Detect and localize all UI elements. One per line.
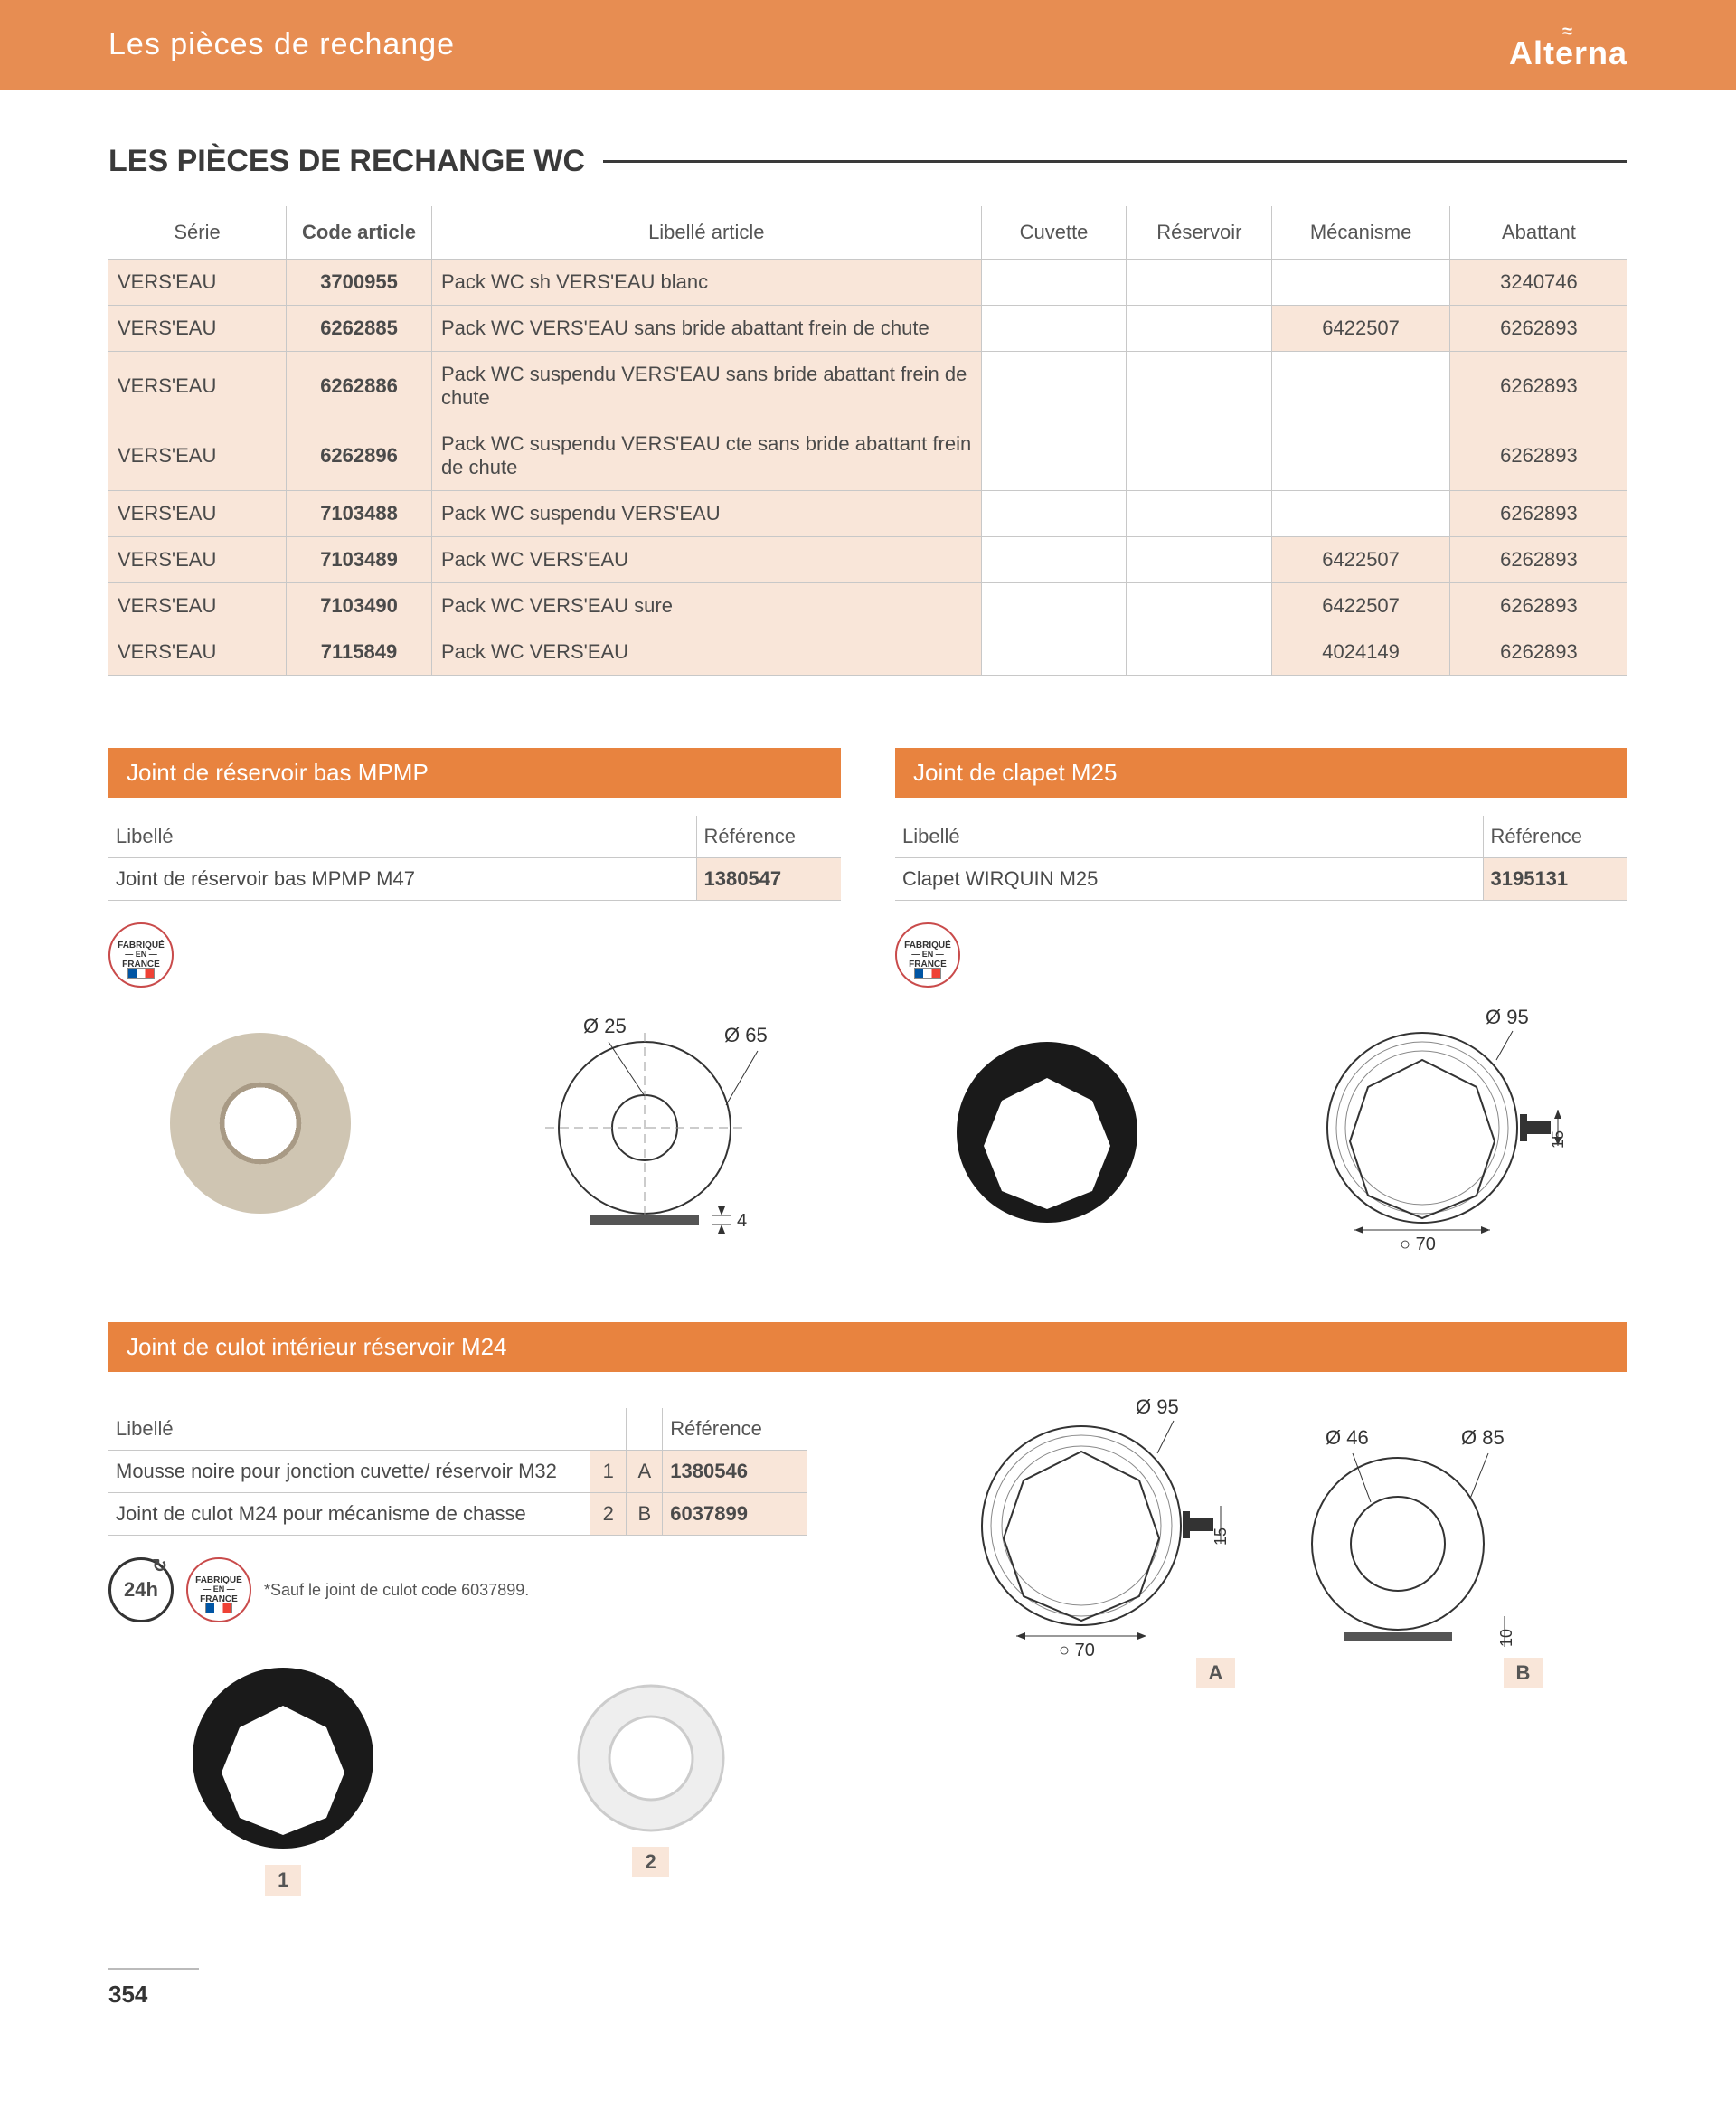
heading-rule <box>603 160 1628 163</box>
b3-col-ref: Référence <box>663 1408 807 1451</box>
table-header-row: Série Code article Libellé article Cuvet… <box>108 206 1628 260</box>
page-number: 354 <box>108 1968 199 2009</box>
table-row: VERS'EAU6262896Pack WC suspendu VERS'EAU… <box>108 421 1628 491</box>
b2-col-libelle: Libellé <box>895 816 1483 858</box>
col-code: Code article <box>287 206 432 260</box>
svg-text:15: 15 <box>1549 1130 1567 1149</box>
col-mecanisme: Mécanisme <box>1272 206 1450 260</box>
table-row: VERS'EAU6262885Pack WC VERS'EAU sans bri… <box>108 306 1628 352</box>
table-row: VERS'EAU7115849Pack WC VERS'EAU402414962… <box>108 629 1628 676</box>
svg-text:Ø 85: Ø 85 <box>1461 1426 1505 1449</box>
block3-table: Libellé Référence Mousse noire pour jonc… <box>108 1408 807 1536</box>
b3-col-libelle: Libellé <box>108 1408 590 1451</box>
table-row: Clapet WIRQUIN M25 3195131 <box>895 858 1628 901</box>
col-libelle: Libellé article <box>431 206 981 260</box>
svg-text:Ø 65: Ø 65 <box>724 1024 768 1046</box>
drawing-tag-A: A <box>1196 1658 1236 1688</box>
section-title: Les pièces de rechange <box>108 27 455 62</box>
svg-text:Ø 25: Ø 25 <box>583 1015 627 1037</box>
table-row: Joint de culot M24 pour mécanisme de cha… <box>108 1493 807 1536</box>
drawing-B: Ø 46 Ø 85 10 B <box>1271 1426 1543 1685</box>
washer-dimension-drawing: Ø 25 Ø 65 4 <box>509 1006 780 1241</box>
col-reservoir: Réservoir <box>1127 206 1272 260</box>
clapet-dimension-drawing: Ø 95 ○ 70 15 <box>1287 1006 1576 1259</box>
clapet-photo <box>948 1033 1146 1232</box>
photo-tag-2: 2 <box>632 1847 668 1877</box>
block-joint-clapet: Joint de clapet M25 Libellé Référence Cl… <box>895 748 1628 1259</box>
table-row: VERS'EAU6262886Pack WC suspendu VERS'EAU… <box>108 352 1628 421</box>
page-heading-text: LES PIÈCES DE RECHANGE WC <box>108 144 585 179</box>
parts-table: Série Code article Libellé article Cuvet… <box>108 206 1628 676</box>
svg-text:Ø 95: Ø 95 <box>1136 1395 1179 1418</box>
brand-name: Alterna <box>1509 42 1628 64</box>
joint-culot-photo <box>570 1677 732 1840</box>
svg-text:Ø 95: Ø 95 <box>1486 1006 1529 1028</box>
table-row: Joint de réservoir bas MPMP M47 1380547 <box>108 858 841 901</box>
block-joint-reservoir: Joint de réservoir bas MPMP Libellé Réfé… <box>108 748 841 1259</box>
table-row: VERS'EAU7103488Pack WC suspendu VERS'EAU… <box>108 491 1628 537</box>
b2-libelle: Clapet WIRQUIN M25 <box>895 858 1483 901</box>
col-abattant: Abattant <box>1449 206 1628 260</box>
b1-ref: 1380547 <box>696 858 841 901</box>
mousse-noire-photo <box>184 1659 382 1858</box>
b1-col-libelle: Libellé <box>108 816 696 858</box>
block1-title: Joint de réservoir bas MPMP <box>108 748 841 798</box>
table-row: VERS'EAU7103489Pack WC VERS'EAU642250762… <box>108 537 1628 583</box>
drawing-tag-B: B <box>1504 1658 1543 1688</box>
photo-tag-1: 1 <box>265 1865 301 1896</box>
made-in-france-badge: FABRIQUÉ — EN — FRANCE <box>108 922 174 988</box>
block3-title: Joint de culot intérieur réservoir M24 <box>108 1322 1628 1372</box>
block3-note: *Sauf le joint de culot code 6037899. <box>264 1581 529 1600</box>
svg-text:10: 10 <box>1497 1629 1515 1647</box>
block2-table: Libellé Référence Clapet WIRQUIN M25 319… <box>895 816 1628 901</box>
brand-logo: ≈ Alterna <box>1509 25 1628 64</box>
col-cuvette: Cuvette <box>981 206 1127 260</box>
b1-libelle: Joint de réservoir bas MPMP M47 <box>108 858 696 901</box>
col-serie: Série <box>108 206 287 260</box>
table-row: Mousse noire pour jonction cuvette/ rése… <box>108 1451 807 1493</box>
24h-badge: 24h ↻ <box>108 1557 174 1622</box>
svg-text:○ 70: ○ 70 <box>1400 1234 1436 1254</box>
refresh-arrow-icon: ↻ <box>152 1555 167 1577</box>
b1-col-ref: Référence <box>696 816 841 858</box>
page-header: Les pièces de rechange ≈ Alterna <box>0 0 1736 90</box>
made-in-france-badge: FABRIQUÉ — EN — FRANCE <box>895 922 960 988</box>
table-row: VERS'EAU7103490Pack WC VERS'EAU sure6422… <box>108 583 1628 629</box>
svg-text:Ø 46: Ø 46 <box>1326 1426 1369 1449</box>
table-row: VERS'EAU3700955Pack WC sh VERS'EAU blanc… <box>108 260 1628 306</box>
block2-title: Joint de clapet M25 <box>895 748 1628 798</box>
washer-photo <box>170 1033 351 1214</box>
b2-col-ref: Référence <box>1483 816 1628 858</box>
made-in-france-badge: FABRIQUÉ — EN — FRANCE <box>186 1557 251 1622</box>
svg-text:4: 4 <box>737 1211 747 1231</box>
b2-ref: 3195131 <box>1483 858 1628 901</box>
drawing-A: Ø 95 ○ 70 15 A <box>946 1390 1235 1685</box>
svg-text:○ 70: ○ 70 <box>1059 1641 1095 1660</box>
block1-table: Libellé Référence Joint de réservoir bas… <box>108 816 841 901</box>
page-heading: LES PIÈCES DE RECHANGE WC <box>108 144 1628 179</box>
svg-text:15: 15 <box>1212 1527 1230 1546</box>
